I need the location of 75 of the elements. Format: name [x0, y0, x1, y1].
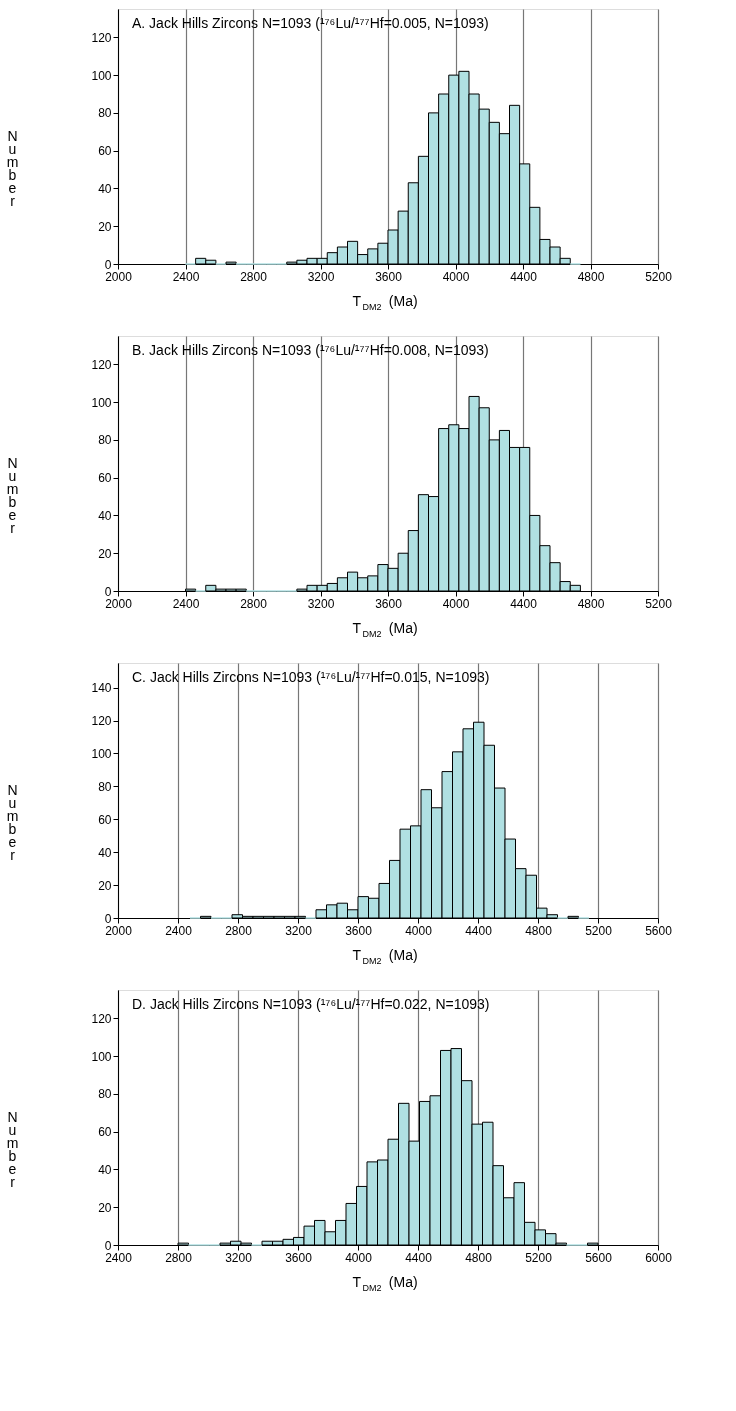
y-tick-label: 80 — [98, 779, 112, 794]
x-tick-label: 2400 — [165, 923, 193, 938]
y-tick-label: 80 — [98, 106, 112, 121]
y-tick-label: 100 — [91, 746, 112, 761]
x-tick-label: 3600 — [375, 269, 403, 284]
x-tick-label: 2800 — [225, 923, 253, 938]
x-tick-label: 4400 — [465, 923, 493, 938]
y-axis-title: Number — [6, 455, 19, 536]
x-tick-label: 2000 — [105, 596, 133, 611]
y-tick-label: 0 — [104, 584, 112, 599]
y-tick-label: 40 — [98, 181, 112, 196]
y-tick-label: 0 — [104, 1238, 112, 1253]
x-tick-label: 4000 — [442, 269, 470, 284]
x-tick-label: 2400 — [172, 269, 200, 284]
y-tick-label: 80 — [98, 433, 112, 448]
x-tick-label: 4800 — [577, 596, 605, 611]
y-tick-label: 20 — [98, 878, 112, 893]
x-tick-label: 2800 — [240, 596, 268, 611]
y-tick-label: 100 — [91, 68, 112, 83]
y-tick-label: 0 — [104, 257, 112, 272]
x-tick-label: 3200 — [307, 596, 335, 611]
x-tick-label: 2800 — [240, 269, 268, 284]
x-tick-label: 5200 — [525, 1250, 553, 1265]
x-tick-label: 4000 — [345, 1250, 373, 1265]
y-tick-label: 60 — [98, 144, 112, 159]
x-tick-label: 5200 — [645, 269, 673, 284]
x-tick-label: 4400 — [510, 596, 538, 611]
x-tick-label: 2400 — [172, 596, 200, 611]
x-tick-label: 4800 — [577, 269, 605, 284]
y-tick-label: 120 — [91, 30, 112, 45]
y-tick-label: 40 — [98, 508, 112, 523]
x-tick-label: 4000 — [442, 596, 470, 611]
y-tick-label: 20 — [98, 219, 112, 234]
x-tick-label: 3600 — [285, 1250, 313, 1265]
y-tick-label: 60 — [98, 471, 112, 486]
y-tick-label: 80 — [98, 1087, 112, 1102]
chart-title: C. Jack Hills Zircons N=1093 (¹⁷⁶Lu/¹⁷⁷Hf=0.015, N=1093) — [132, 669, 490, 685]
x-tick-label: 3200 — [225, 1250, 253, 1265]
y-tick-label: 0 — [104, 911, 112, 926]
x-tick-label: 2000 — [105, 923, 133, 938]
y-tick-label: 140 — [91, 681, 112, 696]
x-tick-label: 4800 — [465, 1250, 493, 1265]
y-axis-title: Number — [6, 782, 19, 863]
x-tick-label: 3200 — [307, 269, 335, 284]
chart-title: D. Jack Hills Zircons N=1093 (¹⁷⁶Lu/¹⁷⁷Hf=0.022, N=1093) — [132, 996, 490, 1012]
x-tick-label: 4400 — [510, 269, 538, 284]
y-tick-label: 120 — [91, 357, 112, 372]
x-tick-label: 5600 — [645, 923, 673, 938]
x-tick-label: 5200 — [645, 596, 673, 611]
x-tick-label: 3200 — [285, 923, 313, 938]
x-tick-label: 5600 — [585, 1250, 613, 1265]
chart-title: A. Jack Hills Zircons N=1093 (¹⁷⁶Lu/¹⁷⁷Hf=0.005, N=1093) — [132, 15, 489, 31]
y-tick-label: 120 — [91, 714, 112, 729]
y-tick-label: 100 — [91, 395, 112, 410]
y-tick-label: 40 — [98, 1162, 112, 1177]
x-tick-label: 6000 — [645, 1250, 673, 1265]
x-tick-label: 5200 — [585, 923, 613, 938]
x-tick-label: 2800 — [165, 1250, 193, 1265]
x-tick-label: 3600 — [375, 596, 403, 611]
y-axis-title: Number — [6, 1109, 19, 1190]
x-tick-label: 4800 — [525, 923, 553, 938]
y-tick-label: 100 — [91, 1049, 112, 1064]
x-tick-label: 4000 — [405, 923, 433, 938]
y-tick-label: 20 — [98, 1200, 112, 1215]
y-tick-label: 120 — [91, 1011, 112, 1026]
y-axis-title: Number — [6, 128, 19, 209]
y-tick-label: 40 — [98, 845, 112, 860]
chart-title: B. Jack Hills Zircons N=1093 (¹⁷⁶Lu/¹⁷⁷Hf=0.008, N=1093) — [132, 342, 489, 358]
y-tick-label: 60 — [98, 1125, 112, 1140]
x-tick-label: 2400 — [105, 1250, 133, 1265]
x-tick-label: 4400 — [405, 1250, 433, 1265]
y-tick-label: 60 — [98, 812, 112, 827]
x-tick-label: 3600 — [345, 923, 373, 938]
y-tick-label: 20 — [98, 546, 112, 561]
x-tick-label: 2000 — [105, 269, 133, 284]
